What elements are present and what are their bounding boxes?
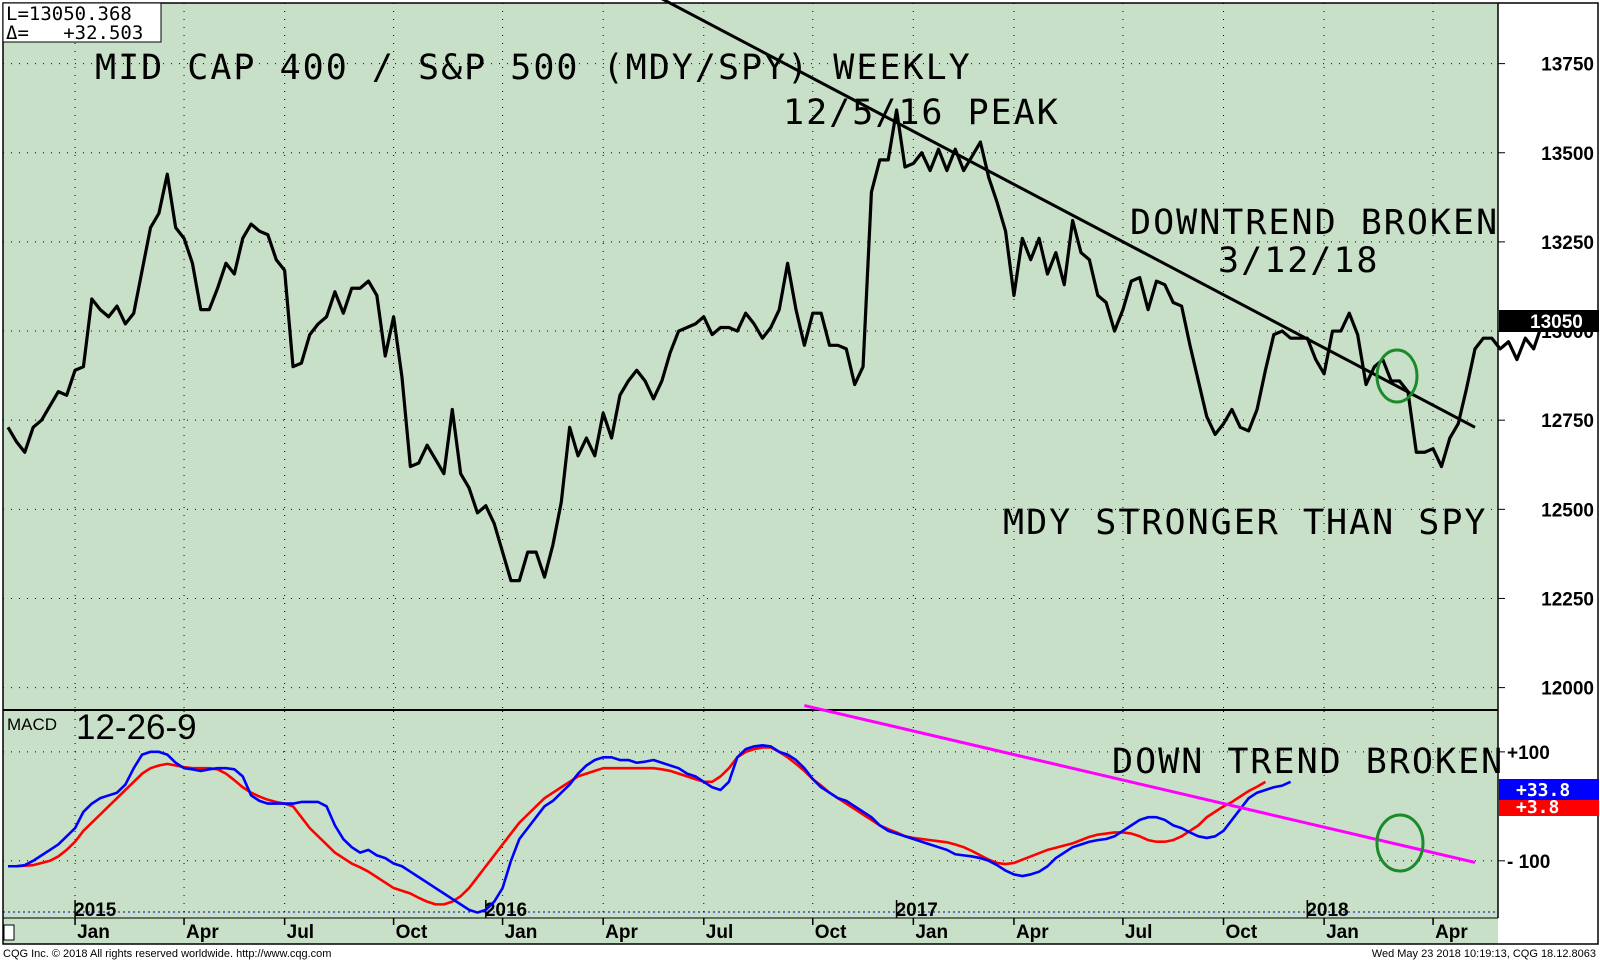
x-month-label: Apr xyxy=(1016,922,1049,943)
macd-blue-badge: +33.8 xyxy=(1516,780,1570,801)
x-month-label: Oct xyxy=(815,922,847,943)
x-month-label: Oct xyxy=(396,922,428,943)
price-layer xyxy=(6,0,1552,583)
price-y-tick-label: 12750 xyxy=(1541,411,1594,432)
macd-red-badge: +3.8 xyxy=(1516,797,1559,818)
x-year-label: 2016 xyxy=(485,900,527,921)
readout-box xyxy=(2,2,162,43)
macd-grid xyxy=(3,711,1498,918)
downtrend-annotation-line2: 3/12/18 xyxy=(1218,241,1380,281)
footer-bg xyxy=(0,945,1600,961)
last-price-badge: 13050 xyxy=(1530,312,1583,333)
downtrend-annotation-line1: DOWNTREND BROKEN xyxy=(1130,203,1499,243)
price-grid xyxy=(3,3,1498,709)
macd-params: 12-26-9 xyxy=(76,708,197,747)
macd-y-tick-label: +100 xyxy=(1507,743,1550,764)
macd-y-axis: +100 - 100 xyxy=(1498,743,1550,873)
footer-left: CQG Inc. © 2018 All rights reserved worl… xyxy=(3,948,331,960)
price-panel-bg xyxy=(3,3,1498,709)
macd-panel-bg xyxy=(3,711,1498,918)
x-month-label: Jan xyxy=(505,922,538,943)
readout-delta: Δ= +32.503 xyxy=(6,22,143,44)
time-axis: Jan Apr Jul Oct Jan Apr Jul Oct Jan Apr Jul Oct Jan A… xyxy=(74,900,1468,943)
price-y-tick-label: 13250 xyxy=(1541,233,1594,254)
price-y-tick-label: 13750 xyxy=(1541,55,1594,76)
price-series-line xyxy=(6,108,1552,583)
peak-annotation: 12/5/16 PEAK xyxy=(783,93,1060,133)
x-month-label: Jan xyxy=(1326,922,1359,943)
readout-last: L=13050.368 xyxy=(6,3,132,25)
last-price-badge-bg xyxy=(1499,310,1599,332)
macd-layer xyxy=(8,704,1476,914)
macd-blue-badge-bg xyxy=(1499,779,1599,800)
price-trendline xyxy=(660,0,1476,429)
x-month-label: Jul xyxy=(287,922,314,943)
macd-trendline xyxy=(804,704,1476,864)
macd-label: MACD xyxy=(7,715,57,734)
x-year-label: 2015 xyxy=(74,900,117,921)
price-y-tick-label: 12000 xyxy=(1541,679,1594,700)
price-chart-title: MID CAP 400 / S&P 500 (MDY/SPY) WEEKLY xyxy=(95,48,972,88)
x-year-label: 2017 xyxy=(896,900,938,921)
breakout-circle-macd xyxy=(1375,813,1425,873)
macd-y-tick-label: - 100 xyxy=(1507,852,1550,873)
x-month-label: Apr xyxy=(1435,922,1468,943)
x-month-label: Jul xyxy=(1125,922,1152,943)
x-month-label: Jan xyxy=(915,922,948,943)
time-axis-bg xyxy=(3,918,1498,944)
macd-series-line xyxy=(8,744,1292,914)
right-axis-bg xyxy=(1498,3,1600,918)
price-y-tick-label: 12250 xyxy=(1541,589,1594,610)
price-panel-frame xyxy=(2,2,1599,945)
stronger-annotation: MDY STRONGER THAN SPY xyxy=(1003,503,1488,543)
breakout-circle-price-ellipse xyxy=(1375,348,1419,404)
x-month-label: Oct xyxy=(1226,922,1258,943)
macd-red-badge-bg xyxy=(1499,797,1599,816)
price-y-tick-label: 13500 xyxy=(1541,144,1594,165)
price-y-tick-label: 12500 xyxy=(1541,500,1594,521)
footer-right: Wed May 23 2018 10:19:13, CQG 18.12.8063 xyxy=(1372,948,1596,960)
x-month-label: Jul xyxy=(706,922,733,943)
x-month-label: Jan xyxy=(77,922,110,943)
scroll-handle[interactable] xyxy=(3,924,15,941)
macd-trend-annotation: DOWN TREND BROKEN xyxy=(1112,742,1504,782)
x-year-label: 2018 xyxy=(1306,900,1348,921)
x-month-label: Apr xyxy=(186,922,219,943)
x-month-label: Apr xyxy=(605,922,638,943)
